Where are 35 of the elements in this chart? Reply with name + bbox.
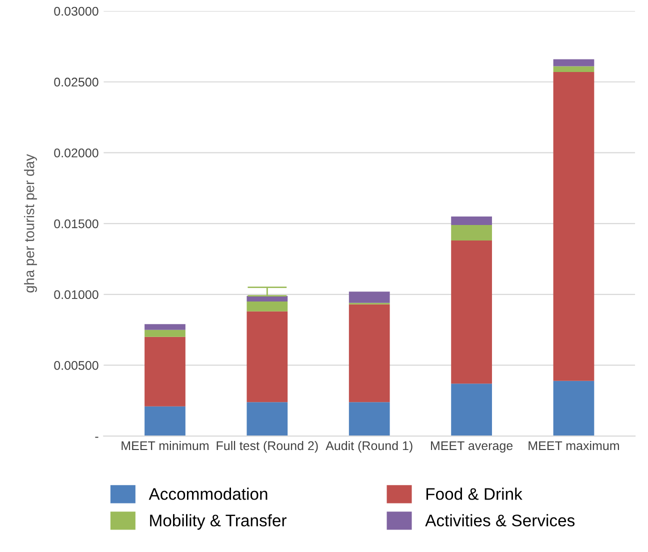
y-axis-title: gha per tourist per day xyxy=(24,154,37,292)
bar xyxy=(451,384,492,436)
bar xyxy=(144,336,186,406)
y-tick-label: 0.03000 xyxy=(54,6,98,16)
bar xyxy=(553,59,594,66)
legend-label: Activities & Services xyxy=(425,514,575,526)
bar xyxy=(246,402,288,436)
bar xyxy=(246,301,288,312)
bar xyxy=(451,240,492,384)
y-tick-label: - xyxy=(95,436,98,438)
y-tick-label: 0.01500 xyxy=(54,219,98,228)
y-tick-label: 0.00500 xyxy=(54,361,98,370)
x-tick-label: Audit (Round 1) xyxy=(326,440,412,453)
x-tick-label: MEET minimum xyxy=(122,440,209,450)
bar xyxy=(348,304,390,402)
bar xyxy=(348,402,390,436)
bar xyxy=(553,380,594,436)
bar xyxy=(144,330,186,337)
bar xyxy=(451,224,492,241)
bar xyxy=(246,311,288,402)
y-tick-label: 0.01000 xyxy=(54,290,98,300)
bar xyxy=(553,72,594,381)
x-tick-label: Full test (Round 2) xyxy=(216,440,318,453)
x-tick-label: MEET average xyxy=(431,441,513,453)
x-tick-label: MEET maximum xyxy=(528,440,619,450)
legend-label: Mobility & Transfer xyxy=(150,514,287,530)
bar xyxy=(451,216,492,225)
bar xyxy=(553,66,594,72)
y-tick-label: 0.02500 xyxy=(54,78,98,87)
y-tick-label: 0.02000 xyxy=(54,148,98,158)
bar xyxy=(144,324,186,330)
bar xyxy=(144,406,186,436)
bar xyxy=(348,292,390,303)
legend-label: Accommodation xyxy=(148,488,268,500)
legend-label: Food & Drink xyxy=(426,488,522,500)
